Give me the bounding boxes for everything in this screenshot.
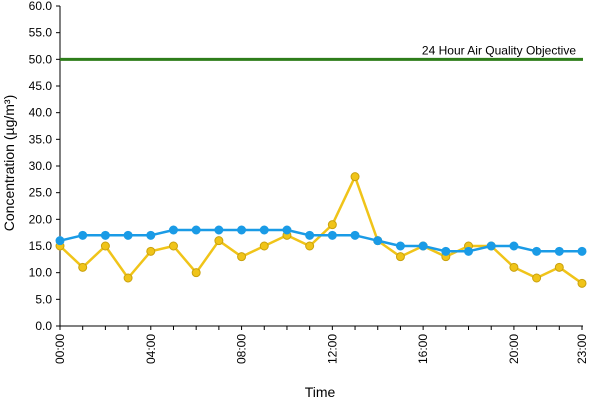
series-0 <box>55 172 587 288</box>
data-point <box>168 241 178 251</box>
data-point <box>282 225 292 235</box>
y-tick-label: 0.0 <box>35 319 52 333</box>
y-axis-ticks: 0.0 5.0 10.0 15.0 20.0 25.0 30.0 35.0 40.0 45.0 50… <box>29 0 60 333</box>
data-point <box>509 262 519 272</box>
data-point <box>509 241 519 251</box>
y-tick-label: 60.0 <box>29 0 53 13</box>
x-tick-label: 16:00 <box>416 334 430 364</box>
data-point <box>532 273 542 283</box>
data-point <box>123 230 133 240</box>
data-point <box>554 246 564 256</box>
data-point <box>441 246 451 256</box>
series-1 <box>55 225 587 256</box>
series-line <box>59 228 582 253</box>
data-point <box>532 246 542 256</box>
y-tick-label: 45.0 <box>29 79 53 93</box>
data-point <box>55 236 65 246</box>
reference-line-group: 24 Hour Air Quality Objective <box>60 43 583 61</box>
y-tick-label: 40.0 <box>29 106 53 120</box>
x-axis-title: Time <box>305 384 336 400</box>
x-tick-label: 08:00 <box>235 334 249 364</box>
data-point <box>237 252 247 262</box>
data-point <box>214 225 224 235</box>
data-point <box>350 172 360 182</box>
data-point <box>191 268 201 278</box>
y-tick-label: 50.0 <box>29 52 53 66</box>
data-point <box>464 246 474 256</box>
y-tick-label: 35.0 <box>29 132 53 146</box>
data-point <box>100 241 110 251</box>
data-point <box>146 230 156 240</box>
data-point <box>168 225 178 235</box>
data-point <box>327 230 337 240</box>
data-point <box>577 278 587 288</box>
data-point <box>259 225 269 235</box>
x-tick-label: 00:00 <box>53 334 67 364</box>
data-point <box>259 241 269 251</box>
data-point <box>395 252 405 262</box>
reference-line-label: 24 Hour Air Quality Objective <box>422 43 576 57</box>
data-point <box>418 241 428 251</box>
data-point <box>191 225 201 235</box>
y-tick-label: 15.0 <box>29 239 53 253</box>
series-line <box>59 175 583 285</box>
data-point <box>146 246 156 256</box>
y-tick-label: 20.0 <box>29 212 53 226</box>
data-point <box>78 262 88 272</box>
x-tick-label: 04:00 <box>144 334 158 364</box>
data-point <box>395 241 405 251</box>
data-point <box>554 262 564 272</box>
y-tick-label: 5.0 <box>35 292 52 306</box>
data-point <box>78 230 88 240</box>
data-point <box>100 230 110 240</box>
data-point <box>305 241 315 251</box>
y-tick-label: 30.0 <box>29 159 53 173</box>
series-layer <box>55 172 587 288</box>
data-point <box>577 246 587 256</box>
data-point <box>305 230 315 240</box>
y-tick-label: 55.0 <box>29 26 53 40</box>
data-point <box>237 225 247 235</box>
y-axis-title: Concentration (µg/m³) <box>1 95 17 231</box>
x-tick-label: 20:00 <box>507 334 521 364</box>
data-point <box>373 236 383 246</box>
data-point <box>123 273 133 283</box>
data-point <box>350 230 360 240</box>
data-point <box>327 220 337 230</box>
x-tick-label: 23:00 <box>575 334 589 364</box>
y-tick-label: 10.0 <box>29 266 53 280</box>
x-axis-ticks: 00:00 04:00 08:00 12:00 16:00 20:00 23:00 <box>53 326 589 364</box>
x-tick-label: 12:00 <box>325 334 339 364</box>
data-point <box>214 236 224 246</box>
data-point <box>486 241 496 251</box>
y-tick-label: 25.0 <box>29 186 53 200</box>
